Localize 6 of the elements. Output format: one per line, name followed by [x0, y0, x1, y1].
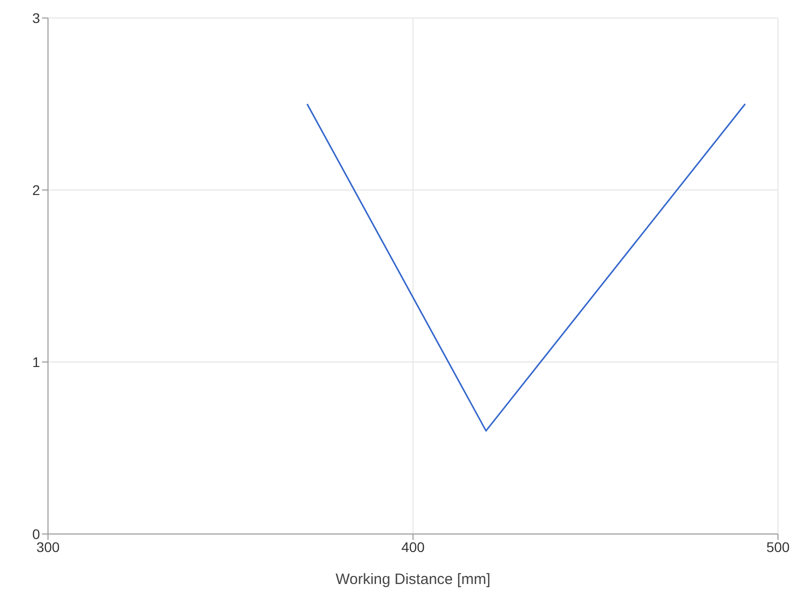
y-tick-label: 2	[32, 182, 40, 198]
y-tick-label: 3	[32, 10, 40, 26]
x-axis-title: Working Distance [mm]	[336, 571, 490, 588]
x-tick-label: 400	[401, 538, 425, 555]
y-tick-label: 1	[32, 354, 40, 370]
x-tick-label: 500	[766, 538, 790, 555]
